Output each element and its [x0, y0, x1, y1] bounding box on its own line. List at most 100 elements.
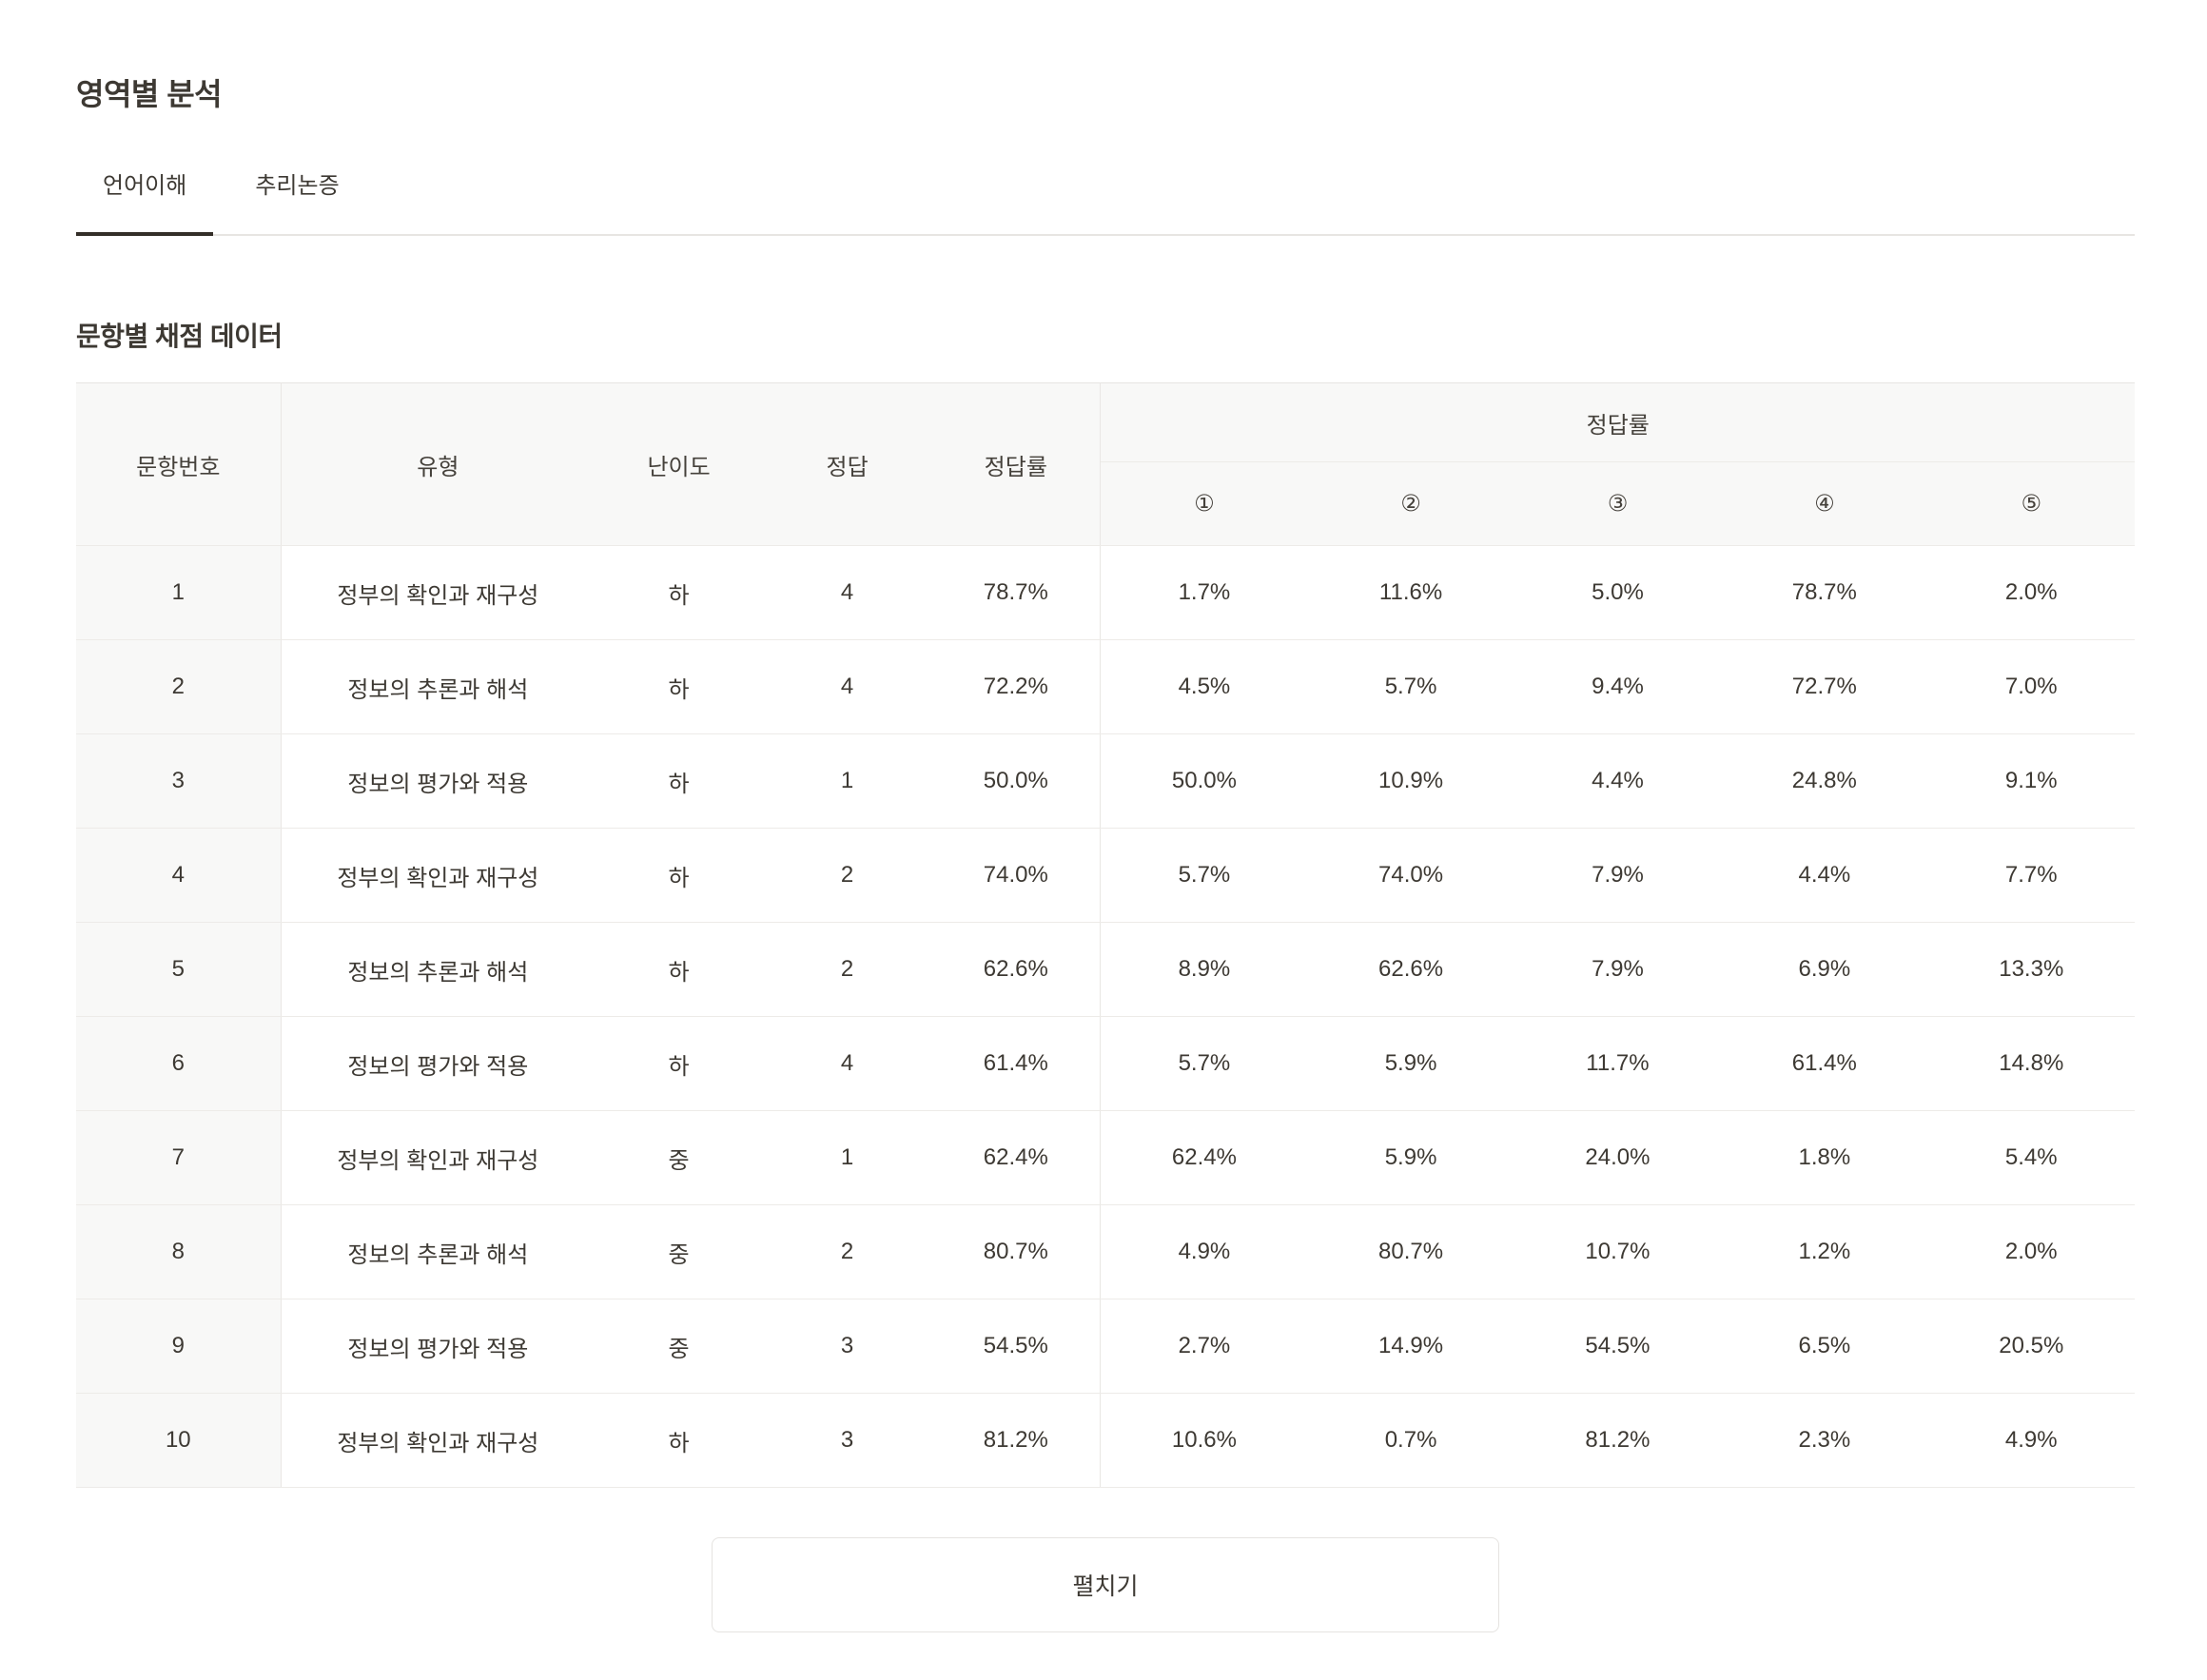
- header-answer-rate: 정답률: [931, 382, 1102, 546]
- cell-choice-rate-2: 80.7%: [1307, 1204, 1514, 1299]
- table-header: 문항번호 유형 난이도 정답 정답률 정답률 ① ② ③ ④ ⑤: [76, 382, 2135, 546]
- cell-choice-rate-4: 1.8%: [1721, 1110, 1928, 1205]
- cell-type: 정부의 확인과 재구성: [281, 1110, 596, 1205]
- cell-choice-rate-1: 5.7%: [1100, 828, 1308, 923]
- table-row: 1 정부의 확인과 재구성 하 4 78.7% 1.7% 11.6% 5.0% …: [76, 545, 2135, 640]
- cell-choice-rate-5: 13.3%: [1927, 922, 2135, 1017]
- cell-question-no: 7: [76, 1110, 282, 1205]
- cell-question-no: 2: [76, 639, 282, 734]
- tab-language-comprehension[interactable]: 언어이해: [76, 173, 214, 236]
- expand-button[interactable]: 펼치기: [712, 1537, 1499, 1632]
- cell-answer-rate: 78.7%: [931, 545, 1102, 640]
- cell-answer-rate: 54.5%: [931, 1299, 1102, 1394]
- header-row-choices: ① ② ③ ④ ⑤: [76, 461, 2135, 546]
- cell-question-no: 5: [76, 922, 282, 1017]
- tab-reasoning-argument[interactable]: 추리논증: [255, 173, 340, 199]
- cell-difficulty: 하: [595, 1016, 764, 1111]
- cell-choice-rate-1: 2.7%: [1100, 1299, 1308, 1394]
- cell-answer: 2: [763, 1204, 932, 1299]
- cell-difficulty: 하: [595, 639, 764, 734]
- cell-answer-rate: 80.7%: [931, 1204, 1102, 1299]
- cell-question-no: 1: [76, 545, 282, 640]
- cell-choice-rate-3: 54.5%: [1514, 1299, 1722, 1394]
- cell-choice-rate-5: 5.4%: [1927, 1110, 2135, 1205]
- cell-choice-rate-3: 24.0%: [1514, 1110, 1722, 1205]
- cell-choice-rate-4: 4.4%: [1721, 828, 1928, 923]
- cell-choice-rate-4: 61.4%: [1721, 1016, 1928, 1111]
- cell-choice-rate-3: 5.0%: [1514, 545, 1722, 640]
- cell-choice-rate-2: 5.9%: [1307, 1110, 1514, 1205]
- cell-difficulty: 하: [595, 922, 764, 1017]
- cell-choice-rate-1: 1.7%: [1100, 545, 1308, 640]
- cell-choice-rate-1: 8.9%: [1100, 922, 1308, 1017]
- cell-choice-rate-4: 6.5%: [1721, 1299, 1928, 1394]
- cell-choice-rate-4: 78.7%: [1721, 545, 1928, 640]
- page-title: 영역별 분석: [76, 77, 223, 111]
- cell-choice-rate-3: 81.2%: [1514, 1393, 1722, 1488]
- cell-choice-rate-5: 2.0%: [1927, 545, 2135, 640]
- cell-choice-rate-4: 1.2%: [1721, 1204, 1928, 1299]
- cell-choice-rate-2: 11.6%: [1307, 545, 1514, 640]
- cell-choice-rate-4: 6.9%: [1721, 922, 1928, 1017]
- cell-type: 정보의 평가와 적용: [281, 733, 596, 829]
- cell-choice-rate-3: 7.9%: [1514, 922, 1722, 1017]
- cell-choice-rate-1: 4.5%: [1100, 639, 1308, 734]
- cell-type: 정부의 확인과 재구성: [281, 828, 596, 923]
- cell-difficulty: 중: [595, 1110, 764, 1205]
- header-choice-5-icon: ⑤: [1927, 461, 2135, 546]
- cell-choice-rate-5: 20.5%: [1927, 1299, 2135, 1394]
- cell-answer: 3: [763, 1393, 932, 1488]
- header-choice-2-icon: ②: [1307, 461, 1514, 546]
- table-body: 1 정부의 확인과 재구성 하 4 78.7% 1.7% 11.6% 5.0% …: [76, 545, 2135, 1488]
- cell-choice-rate-5: 2.0%: [1927, 1204, 2135, 1299]
- cell-difficulty: 하: [595, 828, 764, 923]
- cell-answer: 2: [763, 922, 932, 1017]
- cell-answer: 1: [763, 733, 932, 829]
- cell-answer: 1: [763, 1110, 932, 1205]
- header-difficulty: 난이도: [595, 382, 764, 546]
- table-row: 7 정부의 확인과 재구성 중 1 62.4% 62.4% 5.9% 24.0%…: [76, 1110, 2135, 1205]
- cell-type: 정보의 평가와 적용: [281, 1299, 596, 1394]
- table-row: 3 정보의 평가와 적용 하 1 50.0% 50.0% 10.9% 4.4% …: [76, 733, 2135, 829]
- tab-bar: 언어이해 추리논증: [76, 173, 2135, 236]
- table-row: 6 정보의 평가와 적용 하 4 61.4% 5.7% 5.9% 11.7% 6…: [76, 1016, 2135, 1111]
- cell-choice-rate-5: 14.8%: [1927, 1016, 2135, 1111]
- cell-choice-rate-5: 9.1%: [1927, 733, 2135, 829]
- cell-answer: 2: [763, 828, 932, 923]
- cell-choice-rate-4: 2.3%: [1721, 1393, 1928, 1488]
- cell-type: 정보의 추론과 해석: [281, 1204, 596, 1299]
- cell-question-no: 9: [76, 1299, 282, 1394]
- cell-choice-rate-1: 62.4%: [1100, 1110, 1308, 1205]
- expand-button-area: 펼치기: [76, 1537, 2135, 1632]
- cell-answer: 4: [763, 1016, 932, 1111]
- table-row: 5 정보의 추론과 해석 하 2 62.6% 8.9% 62.6% 7.9% 6…: [76, 922, 2135, 1017]
- header-choice-4-icon: ④: [1721, 461, 1928, 546]
- cell-difficulty: 중: [595, 1204, 764, 1299]
- cell-question-no: 3: [76, 733, 282, 829]
- header-row-group: 문항번호 유형 난이도 정답 정답률 정답률: [76, 382, 2135, 546]
- cell-choice-rate-2: 0.7%: [1307, 1393, 1514, 1488]
- question-scoring-table: 문항번호 유형 난이도 정답 정답률 정답률 ① ② ③ ④ ⑤ 1 정부의 확…: [76, 382, 2135, 1488]
- cell-question-no: 4: [76, 828, 282, 923]
- cell-choice-rate-3: 9.4%: [1514, 639, 1722, 734]
- cell-answer-rate: 62.4%: [931, 1110, 1102, 1205]
- cell-question-no: 6: [76, 1016, 282, 1111]
- cell-choice-rate-1: 10.6%: [1100, 1393, 1308, 1488]
- cell-choice-rate-3: 11.7%: [1514, 1016, 1722, 1111]
- table-row: 2 정보의 추론과 해석 하 4 72.2% 4.5% 5.7% 9.4% 72…: [76, 639, 2135, 734]
- header-choice-1-icon: ①: [1100, 461, 1308, 546]
- header-answer: 정답: [763, 382, 932, 546]
- cell-type: 정부의 확인과 재구성: [281, 1393, 596, 1488]
- cell-answer-rate: 50.0%: [931, 733, 1102, 829]
- table-row: 8 정보의 추론과 해석 중 2 80.7% 4.9% 80.7% 10.7% …: [76, 1204, 2135, 1299]
- cell-choice-rate-4: 72.7%: [1721, 639, 1928, 734]
- cell-answer-rate: 74.0%: [931, 828, 1102, 923]
- cell-type: 정부의 확인과 재구성: [281, 545, 596, 640]
- cell-answer: 3: [763, 1299, 932, 1394]
- cell-difficulty: 하: [595, 733, 764, 829]
- cell-question-no: 8: [76, 1204, 282, 1299]
- table-row: 9 정보의 평가와 적용 중 3 54.5% 2.7% 14.9% 54.5% …: [76, 1299, 2135, 1394]
- cell-choice-rate-5: 7.0%: [1927, 639, 2135, 734]
- cell-answer-rate: 72.2%: [931, 639, 1102, 734]
